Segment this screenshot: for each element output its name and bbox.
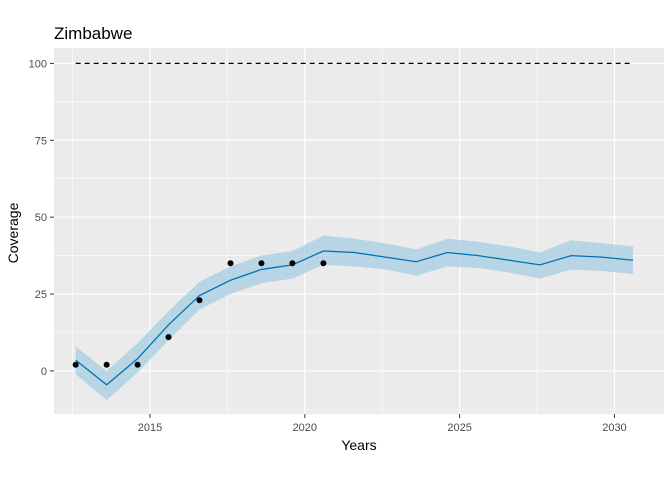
- confidence-band-layer: [75, 235, 634, 401]
- y-tick-label: 25: [35, 289, 47, 301]
- observed-point: [196, 297, 203, 304]
- observed-points-layer: [72, 260, 327, 368]
- grid-lines: [54, 48, 664, 414]
- x-tick-label: 2025: [447, 422, 471, 434]
- y-axis-title: Coverage: [5, 202, 21, 263]
- observed-point: [165, 334, 172, 341]
- observed-point: [103, 361, 110, 368]
- x-tick-label: 2015: [138, 422, 162, 434]
- confidence-band: [75, 235, 634, 401]
- observed-point: [72, 361, 79, 368]
- y-tick-label: 100: [29, 58, 47, 70]
- y-tick-label: 50: [35, 212, 47, 224]
- x-tick-label: 2030: [602, 422, 626, 434]
- y-tick-label: 75: [35, 135, 47, 147]
- observed-point: [258, 260, 265, 267]
- chart-title: Zimbabwe: [54, 24, 132, 43]
- axes: 2015 2020 2025 2030 0 25 50 75 100: [29, 58, 627, 434]
- forecast-line-layer: [75, 250, 634, 386]
- observed-point: [320, 260, 327, 267]
- x-tick-label: 2020: [293, 422, 317, 434]
- forecast-line: [75, 250, 634, 386]
- observed-point: [134, 361, 141, 368]
- x-axis-title: Years: [341, 437, 376, 453]
- y-tick-label: 0: [41, 366, 47, 378]
- observed-point: [227, 260, 234, 267]
- observed-point: [289, 260, 296, 267]
